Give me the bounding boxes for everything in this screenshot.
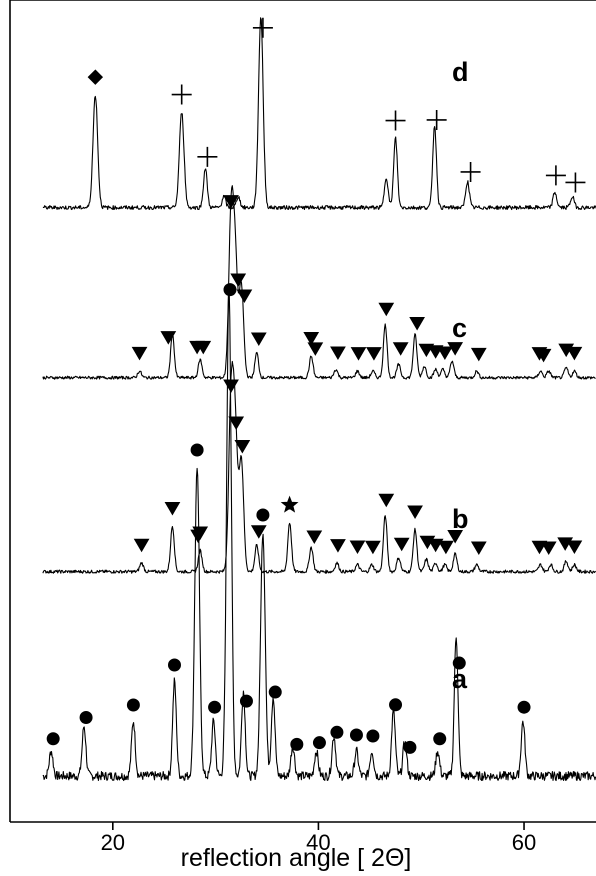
triangle-marker	[192, 526, 209, 540]
triangle-marker	[366, 347, 382, 361]
triangle-marker	[540, 541, 557, 556]
triangle-marker	[437, 346, 453, 360]
circle-marker	[403, 740, 417, 754]
triangle-marker	[470, 541, 487, 556]
diamond-marker	[87, 69, 104, 85]
triangle-marker	[307, 342, 324, 356]
triangle-marker	[250, 332, 267, 346]
triangle-marker	[230, 273, 247, 288]
triangle-marker	[223, 379, 239, 393]
circle-marker	[312, 736, 326, 750]
circle-marker	[167, 658, 181, 672]
star-marker	[280, 495, 299, 513]
triangle-marker	[228, 416, 245, 430]
plus-marker	[426, 109, 447, 130]
circle-marker	[256, 508, 270, 522]
triangle-marker	[447, 530, 464, 544]
triangle-marker	[330, 346, 346, 360]
circle-marker	[517, 700, 531, 714]
triangle-marker	[535, 348, 552, 363]
pattern-label-c: c	[452, 313, 467, 343]
plus-marker	[385, 110, 406, 131]
circle-marker	[79, 711, 93, 725]
circle-marker	[223, 283, 237, 297]
circle-marker	[433, 732, 447, 746]
triangle-marker	[330, 539, 346, 553]
triangle-marker	[234, 439, 251, 454]
pattern-labels: a b c d	[452, 57, 469, 694]
triangle-marker	[223, 195, 239, 209]
pattern-label-d: d	[452, 57, 469, 87]
x-tick-label: 40	[306, 830, 330, 855]
diffraction-traces	[42, 17, 596, 782]
triangle-marker	[236, 289, 253, 303]
triangle-marker	[447, 342, 464, 356]
plus-marker	[460, 161, 481, 182]
x-axis-ticks: 20 40 60	[101, 822, 536, 855]
triangle-marker	[378, 302, 395, 317]
triangle-marker	[306, 530, 323, 545]
x-axis-title: reflection angle [ 2Θ]	[181, 844, 412, 872]
triangle-marker	[349, 540, 366, 554]
triangle-marker	[365, 540, 381, 555]
circle-marker	[268, 685, 282, 699]
circle-marker	[46, 732, 60, 746]
plus-marker	[197, 146, 218, 167]
trace-a	[42, 289, 596, 782]
triangle-marker	[393, 537, 410, 552]
circle-marker	[349, 728, 363, 742]
trace-d	[42, 17, 596, 211]
triangle-marker	[392, 342, 409, 356]
peak-markers	[46, 17, 586, 754]
triangle-marker	[164, 502, 181, 516]
triangle-marker	[470, 347, 487, 362]
pattern-label-b: b	[452, 504, 469, 534]
pattern-label-a: a	[452, 664, 468, 694]
triangle-marker	[160, 331, 177, 345]
circle-marker	[366, 729, 380, 743]
triangle-marker	[131, 346, 148, 361]
triangle-marker	[133, 538, 150, 553]
triangle-marker	[378, 493, 395, 508]
circle-marker	[190, 443, 204, 457]
circle-marker	[389, 698, 403, 712]
triangle-marker	[350, 347, 367, 361]
circle-marker	[126, 698, 140, 712]
circle-marker	[452, 656, 466, 670]
circle-marker	[330, 725, 344, 739]
plus-marker	[565, 172, 586, 193]
triangle-marker	[566, 540, 583, 554]
triangle-marker	[250, 525, 267, 539]
trace-c	[42, 185, 596, 380]
plus-marker	[545, 165, 566, 186]
x-tick-label: 60	[512, 830, 536, 855]
triangle-marker	[303, 332, 320, 346]
plus-marker	[252, 17, 273, 38]
triangle-marker	[195, 340, 212, 355]
trace-b	[42, 360, 596, 574]
triangle-marker	[566, 346, 583, 361]
x-tick-label: 20	[101, 830, 125, 855]
circle-marker	[290, 737, 304, 751]
triangle-marker	[409, 317, 425, 331]
circle-marker	[208, 700, 222, 714]
triangle-marker	[407, 505, 423, 519]
plus-marker	[171, 84, 192, 105]
triangle-marker	[438, 540, 454, 555]
circle-marker	[239, 694, 253, 708]
plot-area	[9, 0, 596, 823]
